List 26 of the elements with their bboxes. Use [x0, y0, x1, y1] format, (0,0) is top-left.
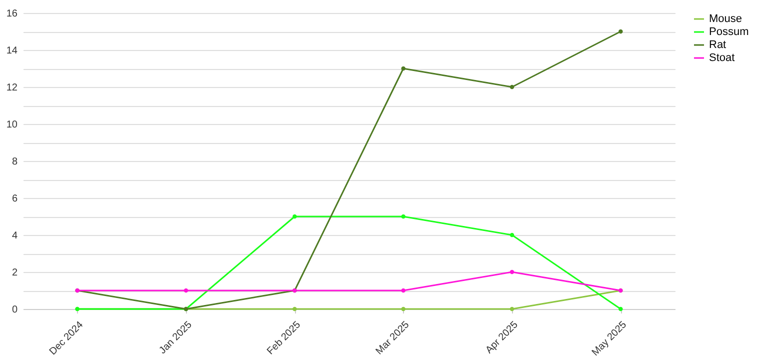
point	[292, 306, 297, 312]
point	[401, 306, 406, 312]
y-tick-label: 2	[12, 268, 18, 278]
point	[510, 270, 514, 274]
point	[510, 306, 514, 312]
legend-label: Stoat	[709, 52, 735, 64]
point	[401, 66, 406, 71]
point	[510, 232, 514, 238]
point	[292, 214, 297, 219]
y-tick-label: 10	[6, 120, 18, 130]
y-tick-label: 8	[12, 156, 18, 168]
y-tick-label: 16	[6, 8, 18, 20]
y-tick-label: 12	[6, 82, 18, 94]
legend-label: Rat	[709, 39, 726, 51]
y-tick-label: 4	[12, 230, 18, 242]
point	[401, 288, 406, 293]
point	[618, 306, 623, 312]
point	[184, 288, 188, 293]
point	[401, 214, 406, 219]
point	[618, 29, 623, 34]
y-tick-label: 6	[12, 194, 18, 204]
y-tick-label: 14	[6, 46, 18, 56]
y-tick-label: 0	[12, 304, 18, 316]
legend-label: Possum	[709, 26, 749, 38]
point	[510, 84, 514, 90]
legend-label: Mouse	[709, 13, 742, 25]
